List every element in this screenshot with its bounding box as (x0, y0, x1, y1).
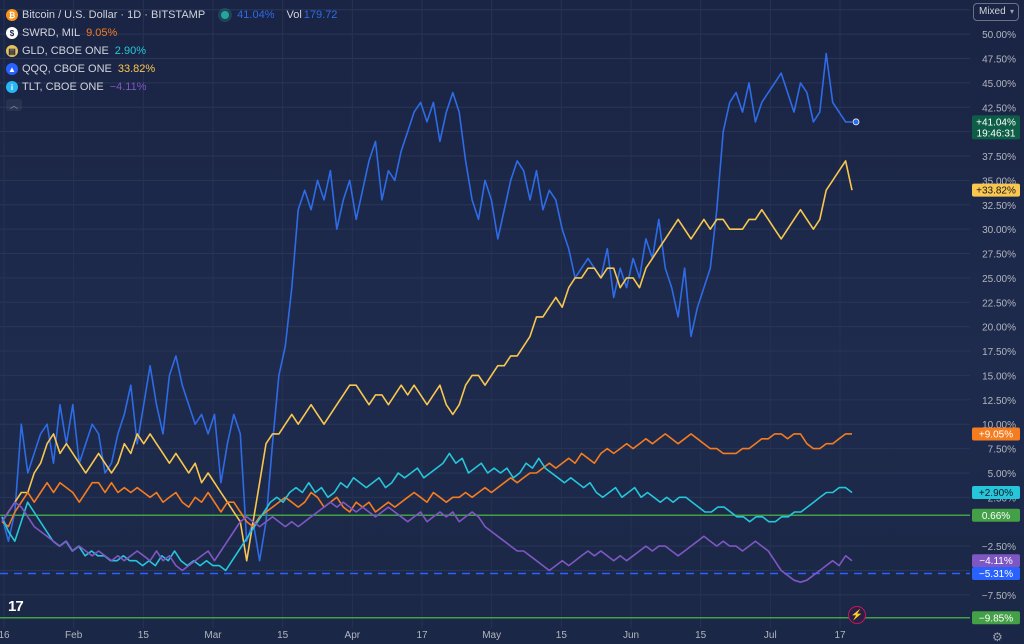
legend-main[interactable]: ₿ Bitcoin / U.S. Dollar · 1D · BITSTAMP … (6, 6, 337, 24)
legend-item-tlt[interactable]: i TLT, CBOE ONE −4.11% (6, 78, 337, 96)
x-tick-label: 16 (0, 630, 10, 641)
y-tick-label: 42.50% (982, 103, 1016, 114)
legend-item-gld[interactable]: ▤ GLD, CBOE ONE 2.90% (6, 42, 337, 60)
scale-mode-label: Mixed (979, 6, 1006, 17)
legend-item-swrd[interactable]: $ SWRD, MIL 9.05% (6, 24, 337, 42)
legend-item-change: −4.11% (110, 81, 147, 93)
x-tick-label: 15 (277, 630, 289, 641)
x-tick-label: 15 (556, 630, 568, 641)
y-tick-label: 50.00% (982, 30, 1016, 41)
last-point-marker (853, 119, 859, 125)
chart-legend: ₿ Bitcoin / U.S. Dollar · 1D · BITSTAMP … (6, 6, 337, 111)
y-tick-label: 22.50% (982, 298, 1016, 309)
last-value-tag: 0.66% (972, 509, 1020, 522)
x-tick-label: 15 (695, 630, 707, 641)
x-tick-label: 15 (138, 630, 150, 641)
x-tick-label: Feb (65, 630, 83, 641)
legend-item-name: QQQ, CBOE ONE (22, 63, 112, 75)
last-value-tag: −9.85% (972, 611, 1020, 624)
y-tick-label: 17.50% (982, 347, 1016, 358)
x-tick-label: May (482, 630, 501, 641)
tradingview-logo-icon[interactable]: 17 (8, 598, 23, 615)
y-tick-label: 25.00% (982, 274, 1016, 285)
series-line (2, 161, 852, 561)
last-value-tag: +2.90% (972, 486, 1020, 499)
y-tick-label: 12.50% (982, 396, 1016, 407)
y-tick-label: 32.50% (982, 201, 1016, 212)
last-value-label: −9.85% (979, 613, 1013, 624)
legend-item-change: 33.82% (118, 63, 155, 75)
last-time-label: 19:46:31 (977, 128, 1016, 139)
y-tick-label: 27.50% (982, 250, 1016, 261)
chevron-down-icon: ▾ (1010, 4, 1014, 20)
chevron-up-icon[interactable]: ︿ (6, 99, 22, 111)
legend-vol-value: 179.72 (304, 9, 338, 21)
series-line (2, 54, 852, 561)
legend-main-name: Bitcoin / U.S. Dollar · 1D · BITSTAMP (22, 9, 205, 21)
legend-item-name: GLD, CBOE ONE (22, 45, 109, 57)
y-tick-label: 5.00% (988, 469, 1016, 480)
gold-bars-icon: ▤ (6, 45, 18, 57)
legend-item-name: TLT, CBOE ONE (22, 81, 104, 93)
last-value-tag: −4.11% (972, 554, 1020, 567)
last-value-tag: −5.31% (972, 567, 1020, 580)
last-value-label: +33.82% (976, 186, 1016, 197)
market-status-icon (221, 11, 229, 19)
legend-vol-label: Vol (286, 9, 301, 21)
series-line (2, 453, 852, 570)
last-value-tag: +33.82% (972, 184, 1020, 197)
last-value-label: +9.05% (979, 429, 1013, 440)
lightning-bolt-icon[interactable]: ⚡ (848, 606, 866, 624)
x-tick-label: 17 (416, 630, 428, 641)
bitcoin-icon: ₿ (6, 9, 18, 21)
y-tick-label: 45.00% (982, 79, 1016, 90)
y-tick-label: 20.00% (982, 323, 1016, 334)
y-tick-label: 7.50% (988, 445, 1016, 456)
legend-item-name: SWRD, MIL (22, 27, 80, 39)
y-tick-label: 47.50% (982, 55, 1016, 66)
series-line (2, 434, 852, 527)
y-tick-label: 30.00% (982, 225, 1016, 236)
y-tick-label: 15.00% (982, 371, 1016, 382)
last-value-label: 0.66% (982, 511, 1010, 522)
x-tick-label: Jun (623, 630, 639, 641)
last-value-label: +2.90% (979, 488, 1013, 499)
x-tick-label: Apr (345, 630, 361, 641)
legend-item-qqq[interactable]: ▲ QQQ, CBOE ONE 33.82% (6, 60, 337, 78)
invesco-mountain-icon: ▲ (6, 63, 18, 75)
x-tick-label: Mar (204, 630, 222, 641)
last-value-label: −4.11% (979, 556, 1013, 567)
x-tick-label: 17 (834, 630, 846, 641)
scale-mode-select[interactable]: Mixed ▾ (973, 3, 1019, 21)
y-tick-label: −7.50% (982, 591, 1016, 602)
series-lines (2, 54, 859, 583)
last-value-tag: +41.04%19:46:31 (972, 115, 1020, 139)
y-tick-label: −2.50% (982, 542, 1016, 553)
gear-icon[interactable]: ⚙ (992, 630, 1003, 644)
x-axis: 16 Feb 15 Mar 15 Apr 17 May 15 Jun 15 Jul 17 (0, 630, 846, 641)
x-tick-label: Jul (764, 630, 777, 641)
last-value-tag: +9.05% (972, 427, 1020, 440)
ishares-i-icon: i (6, 81, 18, 93)
last-value-label: −5.31% (979, 569, 1013, 580)
y-tick-label: 37.50% (982, 152, 1016, 163)
legend-item-change: 9.05% (86, 27, 117, 39)
legend-main-change: 41.04% (237, 9, 274, 21)
last-value-label: +41.04% (976, 117, 1016, 128)
legend-item-change: 2.90% (115, 45, 146, 57)
dollar-icon: $ (6, 27, 18, 39)
